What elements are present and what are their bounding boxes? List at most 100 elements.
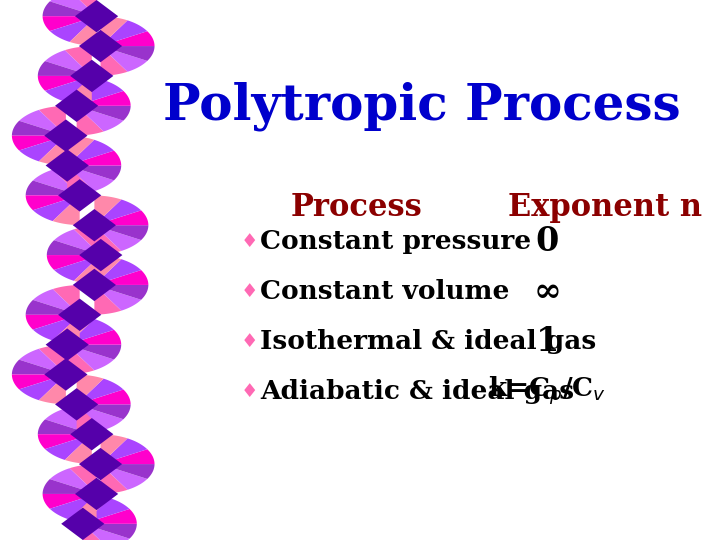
Polygon shape (71, 418, 114, 450)
Text: Polytropic Process: Polytropic Process (163, 82, 681, 131)
Polygon shape (76, 404, 123, 430)
Polygon shape (73, 209, 116, 241)
Polygon shape (55, 90, 98, 122)
Polygon shape (26, 300, 80, 315)
Polygon shape (53, 285, 80, 315)
Polygon shape (39, 375, 66, 404)
Polygon shape (101, 449, 155, 464)
Polygon shape (94, 285, 122, 315)
Polygon shape (101, 464, 148, 490)
Polygon shape (79, 239, 122, 271)
Polygon shape (39, 345, 66, 375)
Polygon shape (67, 165, 94, 195)
Polygon shape (70, 60, 113, 92)
Polygon shape (12, 136, 66, 151)
Polygon shape (83, 509, 137, 524)
Polygon shape (55, 388, 98, 421)
Polygon shape (45, 50, 91, 76)
Polygon shape (37, 76, 91, 91)
Polygon shape (33, 195, 80, 221)
Polygon shape (67, 315, 94, 345)
Text: ♦: ♦ (240, 282, 258, 301)
Text: Constant pressure: Constant pressure (260, 229, 531, 254)
Polygon shape (54, 230, 101, 255)
Polygon shape (75, 478, 118, 510)
Polygon shape (70, 464, 96, 494)
Polygon shape (101, 46, 127, 76)
Polygon shape (19, 375, 66, 400)
Polygon shape (101, 464, 155, 479)
Polygon shape (67, 165, 114, 191)
Text: Exponent n: Exponent n (508, 192, 703, 222)
Polygon shape (12, 375, 66, 389)
Polygon shape (83, 524, 130, 540)
Polygon shape (33, 289, 80, 315)
Polygon shape (73, 269, 116, 301)
Polygon shape (101, 438, 148, 464)
Text: Process: Process (291, 192, 423, 222)
Polygon shape (45, 408, 92, 434)
Polygon shape (39, 106, 66, 136)
Polygon shape (76, 404, 130, 419)
Polygon shape (50, 0, 96, 16)
Polygon shape (26, 195, 80, 210)
Polygon shape (45, 359, 88, 391)
Polygon shape (58, 299, 102, 331)
Polygon shape (42, 2, 96, 16)
Polygon shape (53, 166, 80, 195)
Polygon shape (37, 61, 91, 76)
Polygon shape (94, 199, 141, 225)
Polygon shape (94, 255, 122, 285)
Polygon shape (94, 259, 141, 285)
Polygon shape (76, 106, 104, 136)
Text: ♦: ♦ (240, 382, 258, 401)
Polygon shape (94, 225, 122, 255)
Polygon shape (101, 46, 155, 61)
Polygon shape (47, 255, 101, 270)
Text: ∞: ∞ (534, 275, 562, 308)
Polygon shape (76, 106, 123, 132)
Polygon shape (94, 285, 148, 300)
Polygon shape (45, 76, 91, 102)
Polygon shape (45, 434, 92, 460)
Polygon shape (67, 345, 94, 374)
Polygon shape (101, 21, 148, 46)
Polygon shape (33, 170, 80, 195)
Polygon shape (76, 80, 123, 106)
Polygon shape (76, 106, 130, 120)
Polygon shape (38, 434, 92, 449)
Polygon shape (74, 225, 101, 255)
Polygon shape (94, 285, 141, 310)
Polygon shape (70, 494, 96, 524)
Polygon shape (19, 349, 66, 375)
Polygon shape (75, 0, 118, 32)
Polygon shape (50, 16, 96, 42)
Polygon shape (101, 31, 155, 46)
Polygon shape (76, 76, 104, 106)
Text: Adiabatic & ideal gas: Adiabatic & ideal gas (260, 379, 575, 404)
Polygon shape (26, 315, 80, 329)
Text: 0: 0 (536, 225, 559, 258)
Polygon shape (50, 494, 96, 519)
Polygon shape (83, 498, 130, 524)
Polygon shape (65, 434, 92, 464)
Polygon shape (67, 140, 114, 165)
Polygon shape (67, 319, 114, 345)
Polygon shape (94, 225, 148, 240)
Text: k=C$_p$/C$_v$: k=C$_p$/C$_v$ (488, 375, 607, 407)
Polygon shape (101, 464, 127, 494)
Polygon shape (94, 270, 148, 285)
Text: 1: 1 (536, 325, 559, 358)
Polygon shape (70, 0, 96, 16)
Polygon shape (73, 255, 101, 285)
Polygon shape (94, 211, 148, 225)
Polygon shape (53, 195, 80, 225)
Polygon shape (33, 315, 80, 341)
Polygon shape (70, 16, 96, 46)
Polygon shape (38, 420, 92, 434)
Polygon shape (79, 448, 122, 480)
Polygon shape (50, 468, 96, 494)
Polygon shape (101, 16, 127, 46)
Polygon shape (58, 179, 102, 212)
Polygon shape (53, 315, 80, 345)
